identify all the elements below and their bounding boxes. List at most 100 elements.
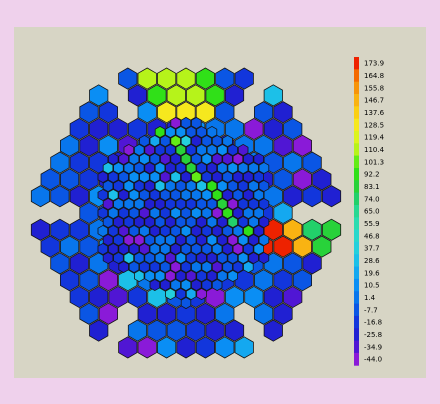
inner-cell [133,215,145,229]
colorbar-swatch [354,131,359,144]
inner-cell [191,188,202,202]
inner-cell [133,179,145,193]
inner-cell [191,278,202,292]
inner-cell [144,233,155,247]
inner-cell [217,161,228,175]
inner-cell [133,269,145,283]
colorbar-tick-label: 164.8 [364,72,384,80]
inner-cell [237,251,249,265]
outer-cell [40,235,60,258]
inner-cell [196,251,207,265]
colorbar-tick-label: 74.0 [364,195,380,203]
outer-cell [98,302,118,325]
inner-cell [149,188,161,202]
inner-cell [139,170,150,184]
inner-cell [243,152,254,166]
inner-cell [165,143,176,157]
outer-cell [156,67,177,90]
inner-cell [191,134,202,148]
inner-cell [97,188,109,202]
inner-cell [165,161,176,175]
inner-cell [128,260,140,274]
colorbar-swatch [354,118,359,132]
outer-cell [50,185,70,208]
inner-cell [227,215,239,229]
outer-cell [69,185,89,208]
inner-cell [237,233,249,247]
inner-cell [128,188,140,202]
colorbar-swatch [354,69,359,83]
inner-cell [118,152,129,166]
outer-cell [224,285,245,309]
outer-cell [69,218,89,241]
inner-cell [185,251,197,265]
inner-cell [253,224,265,238]
colorbar-tick-label: 173.9 [364,60,384,68]
colorbar-tick-label: 83.1 [364,183,380,191]
outer-cell [215,101,235,124]
inner-cell [211,278,223,292]
inner-cell [175,125,187,139]
outer-cell [253,302,274,325]
inner-cell [243,170,254,184]
inner-cell [211,206,223,220]
outer-cell [292,168,313,191]
inner-cell [102,233,114,247]
inner-cell [113,251,124,265]
outer-cell [321,218,342,241]
inner-cell [206,215,218,229]
inner-cell [154,125,166,139]
inner-cell [108,206,119,220]
inner-cell [139,134,150,148]
inner-cell [133,161,145,175]
inner-cell [170,242,181,256]
inner-cell [237,143,249,157]
inner-cell [108,242,119,256]
colorbar-tick-label: 101.3 [364,158,384,166]
outer-cell [137,67,157,90]
inner-cell [108,152,119,166]
outer-cell [69,252,89,275]
inner-cell [222,152,233,166]
inner-cell [211,152,223,166]
inner-cell [170,116,181,130]
inner-cell [185,143,197,157]
inner-cell [222,224,233,238]
outer-cell [176,67,196,90]
inner-cell [180,260,192,274]
outer-cell [108,117,128,141]
inner-cell [206,125,218,139]
outer-cell [30,185,51,208]
inner-cell [102,197,114,211]
inner-cell [118,224,129,238]
inner-cell [248,179,259,193]
inner-cell [206,197,218,211]
inner-cell [175,251,187,265]
outer-cell [215,302,235,325]
outer-cell [108,285,128,309]
outer-cell [79,235,99,258]
outer-cell [253,101,274,124]
outer-cell [273,269,293,292]
outer-cell [234,67,254,90]
outer-cell [283,218,303,241]
inner-cell [180,188,192,202]
inner-cell [149,224,161,238]
outer-cell [79,101,99,124]
inner-cell [113,161,124,175]
outer-cell [302,185,322,208]
inner-cell [180,224,192,238]
inner-cell [154,143,166,157]
colorbar-swatch [354,143,359,157]
inner-cell [227,251,239,265]
outer-cell [205,319,225,342]
inner-cell [159,224,171,238]
outer-cell [312,235,332,258]
outer-cell [118,336,138,359]
inner-cell [170,188,181,202]
colorbar-tick-label: -44.0 [364,356,382,364]
colorbar-swatch [354,168,359,181]
colorbar-tick-label: 92.2 [364,171,380,179]
inner-cell [185,179,197,193]
inner-cell [206,233,218,247]
